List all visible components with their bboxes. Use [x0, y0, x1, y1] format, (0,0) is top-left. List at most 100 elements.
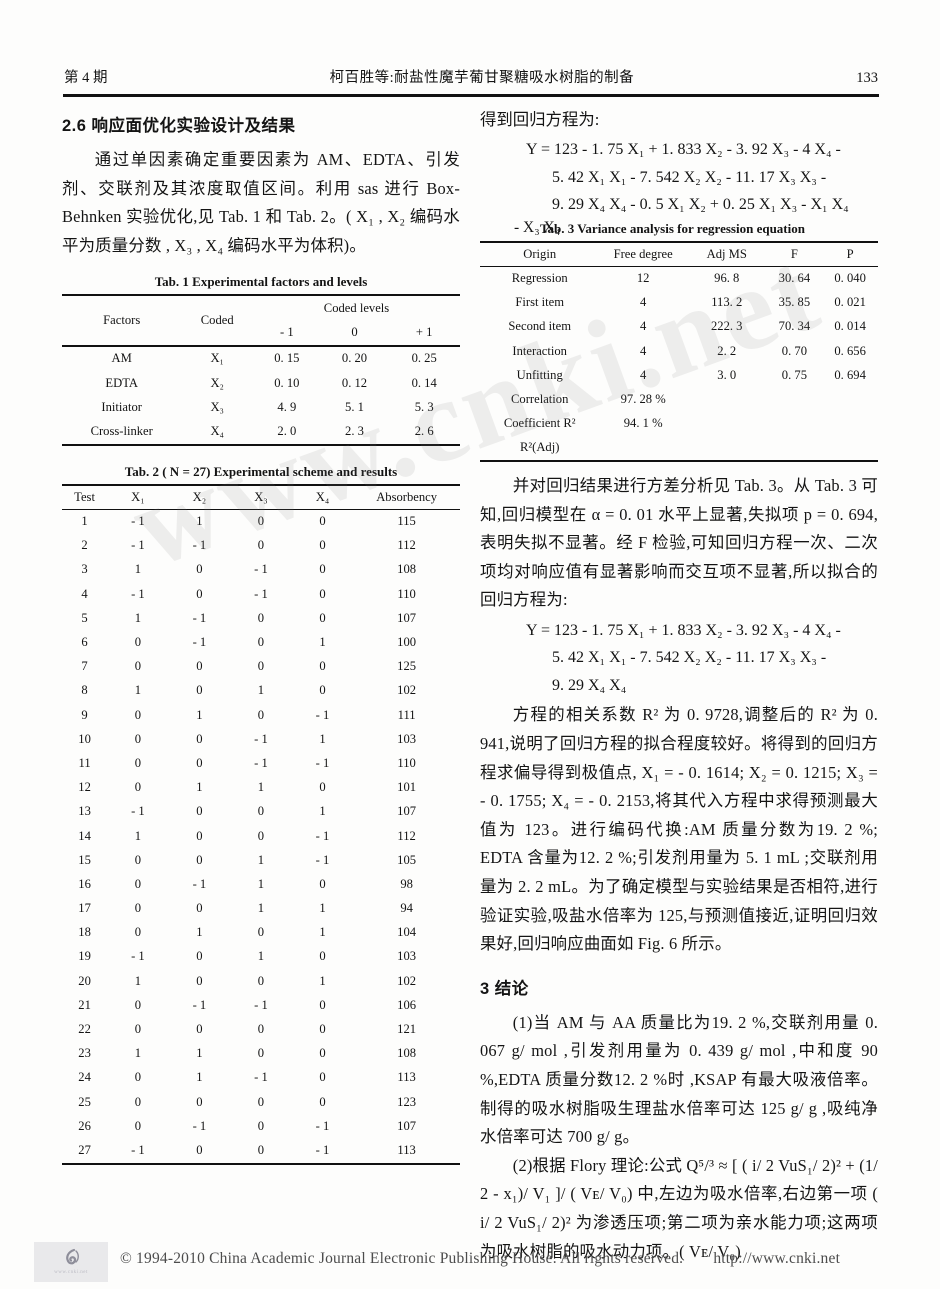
- equation-line: 9. 29 X₄ X₄ - 0. 5 X₁ X₂ + 0. 25 X₁ X₃ -…: [552, 196, 849, 213]
- table-cell: 113: [353, 1138, 460, 1165]
- tab1-col-coded: Coded: [181, 294, 254, 347]
- table-cell: 0: [257, 1094, 265, 1109]
- table-cell: 1: [319, 804, 326, 819]
- table-cell: 1: [134, 562, 142, 577]
- table-cell: 30. 64: [778, 271, 811, 286]
- table-cell: 0. 656: [834, 343, 866, 358]
- table-cell: 1: [319, 973, 326, 988]
- tab3-col-origin: Origin: [480, 240, 600, 267]
- table-row: 17 0 0 1 1 94: [62, 897, 460, 921]
- table-cell: - 1: [291, 1138, 354, 1165]
- table-cell: - 1: [254, 997, 268, 1012]
- table-cell: 0: [134, 659, 142, 674]
- table-cell: - 1: [315, 828, 330, 843]
- table-cell: 1: [257, 683, 265, 698]
- table-row: Interaction 4 2. 2 0. 70 0. 656: [480, 339, 878, 363]
- table-cell: - 1: [192, 538, 207, 553]
- table-cell: 0: [319, 1070, 326, 1085]
- tab3-table: Origin Free degree Adj MS F P Regression…: [480, 240, 878, 463]
- table-cell: 0: [257, 1118, 265, 1133]
- table-cell: 94: [400, 901, 413, 916]
- tab1-body: AM X₁ 0. 15 0. 20 0. 25 EDTA X₂ 0. 10 0. 12 0. 14…: [62, 346, 460, 446]
- tab2-table: Test X₁ X₂ X₃ X₄ Absorbency 1- 1 1 0 0 115 2-…: [62, 483, 460, 1165]
- table-cell: 0: [257, 635, 265, 650]
- table-cell: 1: [257, 852, 265, 867]
- table-cell: 3. 0: [717, 367, 737, 382]
- table-row: 11 0 0- 1- 1 110: [62, 751, 460, 775]
- tab3-col-free-degree: Free degree: [599, 240, 687, 267]
- table-cell: 0: [134, 1118, 142, 1133]
- table-cell: 96. 8: [714, 271, 740, 286]
- table-cell: 5: [81, 610, 88, 625]
- table-cell: 0: [134, 707, 142, 722]
- table-cell: 2. 6: [388, 419, 460, 446]
- table-cell: 12: [78, 780, 91, 795]
- table-cell: [687, 412, 767, 436]
- table-cell: AM: [111, 351, 132, 366]
- tab2-col-test: Test: [62, 483, 108, 510]
- table-cell: 112: [397, 828, 416, 843]
- table-cell: 0: [257, 804, 265, 819]
- table-cell: [767, 387, 823, 411]
- table-cell: 25: [78, 1094, 91, 1109]
- table-cell: - 1: [315, 852, 330, 867]
- tab3-caption: - X₃ X₄ Tab. 3 Variance analysis for reg…: [480, 218, 878, 237]
- table-cell: 0: [134, 852, 142, 867]
- table-row: 12 0 1 1 0 101: [62, 776, 460, 800]
- header-rule: [63, 94, 879, 97]
- table-cell: 1: [319, 925, 326, 940]
- table-cell: - 1: [192, 635, 207, 650]
- issue-label: 第 4 期: [64, 70, 108, 86]
- table-cell: Interaction: [512, 343, 567, 358]
- tab1-level-plus1: + 1: [388, 320, 460, 347]
- equation-line: Y = 123 - 1. 75 X₁ + 1. 833 X₂ - 3. 92 X…: [526, 621, 841, 639]
- table-cell: 5. 3: [414, 399, 434, 414]
- table-cell: 0: [319, 538, 326, 553]
- copyright-text: © 1994-2010 China Academic Journal Elect…: [120, 1250, 684, 1267]
- table-cell: - 1: [131, 586, 145, 601]
- table-cell: 0: [196, 1094, 203, 1109]
- table-cell: 13: [78, 804, 91, 819]
- section-heading-3: 3 结论: [480, 979, 529, 998]
- table-cell: 110: [397, 586, 416, 601]
- table-cell: X₃: [210, 399, 224, 414]
- table-cell: - 1: [131, 514, 145, 529]
- table-cell: 24: [78, 1070, 91, 1085]
- table-cell: 0: [168, 1138, 231, 1165]
- table-row: 24 0 1 - 1 0 113: [62, 1066, 460, 1090]
- tab3-caption-text: Tab. 3 Variance analysis for regression …: [540, 220, 805, 236]
- running-title: 柯百胜等:耐盐性魔芋葡甘聚糖吸水树脂的制备: [329, 70, 635, 86]
- table-cell: 1: [134, 610, 142, 625]
- tab2-caption: Tab. 2 ( N = 27) Experimental scheme and…: [124, 463, 398, 479]
- table-row: 4 - 1 0 - 1 0 110: [62, 582, 460, 606]
- table-row: 1 - 1 1 0 0 115: [62, 509, 460, 534]
- table-cell: 0: [134, 731, 142, 746]
- table-cell: 14: [78, 828, 91, 843]
- table-cell: [599, 435, 687, 463]
- table-cell: [686, 435, 767, 463]
- table-row: Unfitting 4 3. 0 0. 75 0. 694: [480, 363, 878, 387]
- equation-line: 5. 42 X₁ X₁ - 7. 542 X₂ X₂ - 11. 17 X₃ X…: [552, 168, 827, 186]
- equation-line: Y = 123 - 1. 75 X₁ + 1. 833 X₂ - 3. 92 X…: [526, 141, 841, 158]
- table-cell: 111: [397, 707, 416, 722]
- table-row: 22 0 0 0 0 121: [62, 1017, 460, 1041]
- table-cell: 108: [397, 1046, 417, 1061]
- table-cell: 97. 28 %: [620, 392, 666, 407]
- table-cell: Initiator: [101, 399, 142, 414]
- table-cell: 4: [640, 295, 647, 310]
- table-cell: X₁: [210, 351, 224, 366]
- table-cell: Second item: [508, 319, 571, 334]
- table-cell: 1: [196, 780, 203, 795]
- table-cell: 0. 75: [781, 367, 807, 382]
- table-row: 6 0 - 1 0 1 100: [62, 630, 460, 654]
- table-cell: 0. 10: [274, 375, 300, 390]
- table-cell: [822, 435, 878, 463]
- table-cell: 4. 9: [277, 399, 297, 414]
- table-row: First item 4 113. 2 35. 85 0. 021: [480, 291, 878, 315]
- tab1-col-factors: Factors: [62, 294, 182, 347]
- table-cell: 222. 3: [710, 319, 743, 334]
- table-cell: 26: [78, 1118, 91, 1133]
- equation-spill-term: - X₃ X₄: [514, 218, 561, 236]
- cnki-url[interactable]: http://www.cnki.net: [713, 1250, 841, 1267]
